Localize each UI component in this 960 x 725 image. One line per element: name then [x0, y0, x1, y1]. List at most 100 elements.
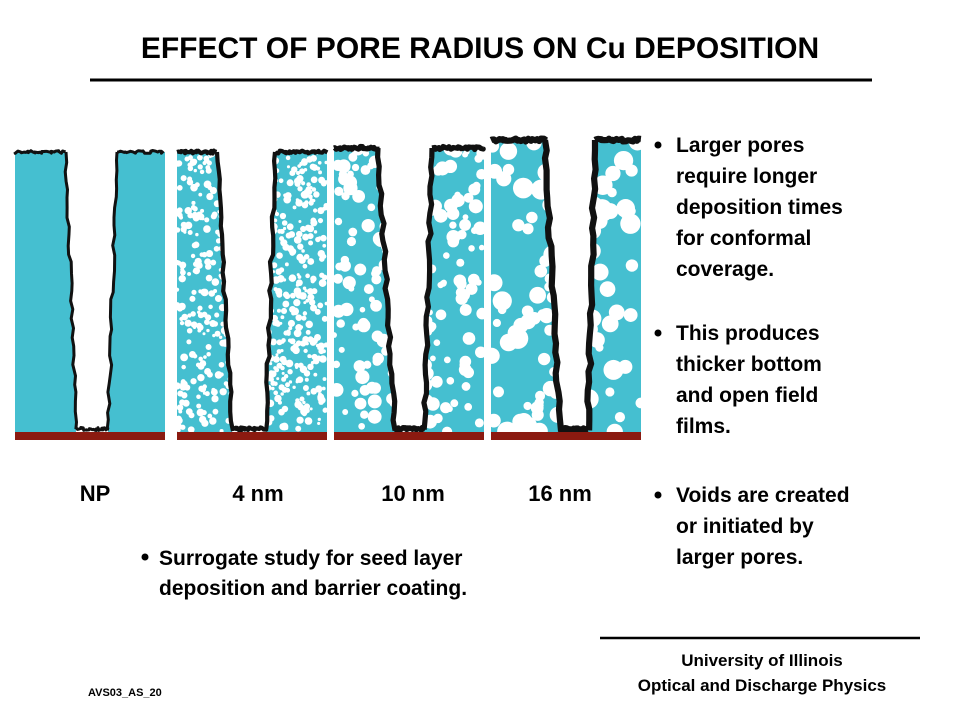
pore [282, 300, 290, 308]
pore [284, 426, 289, 430]
pore [284, 262, 289, 267]
pore [190, 321, 198, 328]
pore [312, 208, 318, 213]
pore [324, 206, 327, 211]
pore [215, 238, 222, 244]
pore [208, 304, 213, 310]
pore [599, 281, 616, 297]
pore [215, 229, 221, 235]
pore [295, 377, 301, 383]
pore [310, 176, 318, 184]
pore [529, 286, 547, 304]
pore [310, 155, 317, 162]
pore [197, 154, 203, 161]
pore [212, 408, 219, 415]
pore [198, 415, 207, 424]
pore [512, 177, 534, 199]
pore [321, 349, 326, 354]
pore [315, 166, 321, 171]
cu-film [584, 140, 599, 431]
pore [303, 301, 307, 305]
cu-film [264, 151, 278, 430]
pore [298, 220, 302, 224]
pore [313, 230, 318, 234]
pore [320, 279, 326, 284]
bullet-line: require longer [676, 165, 817, 188]
pore [522, 223, 534, 235]
pore [213, 245, 220, 252]
pore [433, 339, 441, 347]
bullet-line: Larger pores [676, 134, 804, 157]
pore [305, 320, 313, 329]
pore [304, 377, 309, 382]
panel-label: NP [80, 481, 111, 506]
pore [187, 230, 193, 235]
pore [289, 292, 296, 299]
pore [296, 230, 303, 238]
pore [309, 407, 313, 411]
pore [607, 187, 617, 198]
pore [206, 371, 213, 378]
pore [318, 170, 322, 175]
pore [523, 401, 532, 411]
trench [66, 150, 117, 432]
cu-film [63, 151, 78, 430]
trench-panel [332, 143, 486, 440]
pore [456, 258, 465, 267]
pore [288, 380, 293, 384]
pore [322, 243, 327, 248]
pore [321, 315, 327, 322]
pore [526, 211, 538, 224]
pore [358, 422, 365, 430]
pore [336, 319, 345, 328]
pore [306, 391, 311, 396]
pore [299, 258, 304, 263]
pore [190, 253, 196, 259]
pore [211, 387, 216, 392]
cu-film [431, 143, 486, 153]
pore [209, 320, 217, 327]
pore [356, 263, 365, 272]
pore [473, 221, 484, 236]
pore [200, 288, 207, 296]
pore [285, 359, 294, 368]
pore [202, 160, 207, 166]
pore [317, 342, 325, 350]
figure [13, 135, 642, 440]
pore [537, 352, 551, 366]
pore [435, 309, 447, 321]
pore [493, 386, 504, 398]
pore [468, 245, 475, 252]
pore [279, 236, 285, 242]
pore [184, 207, 192, 215]
pore [322, 377, 327, 381]
pore [214, 330, 221, 337]
pore [290, 171, 294, 176]
pore [286, 179, 294, 187]
pore [301, 315, 307, 321]
pore [534, 264, 548, 278]
pore [299, 325, 304, 329]
pore [539, 255, 552, 267]
pore [288, 326, 293, 331]
pore [301, 181, 306, 186]
pore [186, 339, 192, 345]
pore [317, 218, 324, 224]
pore [287, 369, 293, 375]
cu-film [105, 151, 119, 431]
pore [324, 160, 327, 165]
pore [449, 221, 457, 229]
pore [285, 232, 292, 239]
pore [286, 165, 290, 169]
pore [299, 168, 306, 175]
pore [219, 428, 224, 432]
pore [351, 163, 360, 172]
pore [276, 377, 280, 381]
pore [307, 233, 314, 240]
affiliation-line: University of Illinois [681, 651, 843, 670]
pore [293, 236, 302, 244]
pore [342, 276, 356, 290]
pore [442, 426, 453, 432]
pore [457, 229, 467, 240]
pore [435, 161, 450, 176]
